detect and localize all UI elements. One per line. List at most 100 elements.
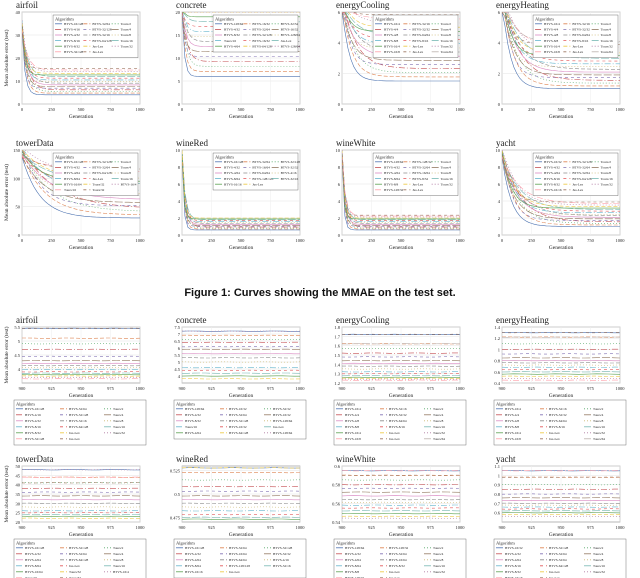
legend-label: Tours/2 xyxy=(601,160,612,164)
series-line xyxy=(182,150,300,227)
x-axis-label: Generation xyxy=(69,393,94,399)
subplot-title: airfoil xyxy=(16,315,38,325)
legend-label: BTVS-4/16 xyxy=(25,413,41,417)
series-line xyxy=(342,156,460,231)
legend-label: BTVS-4/16 xyxy=(281,171,297,175)
legend-label: BTVS-16/4 xyxy=(505,407,521,411)
x-tick-label: 1000 xyxy=(456,238,466,243)
y-tick-label: 0.54 xyxy=(332,520,341,525)
x-tick-label: 900 xyxy=(339,386,347,391)
x-tick-label: 250 xyxy=(368,107,376,112)
legend-label: BTVS-8/64 xyxy=(64,177,80,181)
y-tick-label: 5 xyxy=(18,339,21,344)
legend-label: Tours/32 xyxy=(69,570,81,574)
legend-label: Tours/8 xyxy=(113,419,124,423)
legend-label: Tours/32 xyxy=(69,576,81,578)
series-line xyxy=(502,12,620,73)
legend-label: BTVS-32/128 xyxy=(25,437,45,441)
legend-label: Jus-Lex xyxy=(389,576,400,578)
y-tick-label: 0.525 xyxy=(170,469,181,474)
legend-label: BTVS-128/32 xyxy=(384,188,404,192)
x-tick-label: 925 xyxy=(528,386,536,391)
x-tick-label: 750 xyxy=(427,238,435,243)
legend-title: Algorithm xyxy=(496,402,515,407)
y-tick-label: 0 xyxy=(338,233,341,238)
x-tick-label: 975 xyxy=(587,525,595,530)
y-tick-label: 40 xyxy=(16,483,21,488)
series-line xyxy=(342,150,460,227)
y-axis-label: Mean absolute error (test) xyxy=(3,29,10,86)
legend-label: Tours/16 xyxy=(64,188,76,192)
legend-label: BTVS-32/64 xyxy=(549,558,567,562)
legend-title: Algorithm xyxy=(336,541,355,546)
x-tick-label: 925 xyxy=(208,386,216,391)
subplot-title: energyHeating xyxy=(496,0,549,10)
series-line xyxy=(342,470,460,472)
x-axis-label: Generation xyxy=(229,393,254,399)
legend-label: BTVS-16/32 xyxy=(281,28,299,32)
legend-label: BTVS-4/64 xyxy=(224,171,240,175)
series-line xyxy=(502,12,620,62)
legend-label: BTVS-16/16 xyxy=(185,570,203,574)
legend-label: BTVS-8/64 xyxy=(345,564,361,568)
legend-label: Tours/2 xyxy=(121,22,132,26)
x-axis-label: Generation xyxy=(389,532,414,538)
legend-label: BTVS-4/4 xyxy=(345,413,359,417)
series-line xyxy=(342,12,460,65)
legend-label: BTVS-32/64 xyxy=(69,407,87,411)
legend-label: BTVS-64/64 xyxy=(252,171,270,175)
legend-label: Tours/16 xyxy=(25,576,37,578)
series-line xyxy=(342,12,460,61)
x-tick-label: 250 xyxy=(48,238,56,243)
y-tick-label: 5.5 xyxy=(174,353,180,358)
legend-label: Tours/8 xyxy=(593,419,604,423)
legend-label: Jus-Lex xyxy=(549,576,560,578)
subplot-wineWhite: wineWhite 0.54 0.56 0.58 0.6 900 925 950 975 1000… xyxy=(332,454,467,578)
y-tick-label: 2 xyxy=(498,71,500,76)
y-tick-label: 0.56 xyxy=(332,501,341,506)
legend-label: BTVS-16/32 xyxy=(544,160,562,164)
legend-label: BTVS-16/128 xyxy=(25,546,45,550)
legend-label: BTVS-4/32 xyxy=(64,33,80,37)
legend-label: Tours/4 xyxy=(121,166,132,170)
y-tick-label: 20 xyxy=(16,56,21,61)
legend-label: Tours/2 xyxy=(113,407,124,411)
legend-title: Algorithm xyxy=(375,155,394,160)
y-tick-label: 4 xyxy=(18,367,21,372)
legend-label: Jus-Lex xyxy=(69,431,80,435)
legend-label: BTVS-16/64 xyxy=(229,552,247,556)
series-line xyxy=(342,156,460,217)
legend-label: BTVS-32/64 xyxy=(92,22,110,26)
legend-label: BTVS-4/32 xyxy=(224,28,240,32)
x-tick-label: 1000 xyxy=(616,525,626,530)
series-line xyxy=(182,150,300,219)
y-tick-label: 4 xyxy=(178,199,181,204)
x-tick-label: 1000 xyxy=(616,107,626,112)
subplot-title: energyHeating xyxy=(496,315,549,325)
legend-title: Algorithm xyxy=(535,155,554,160)
legend-label: BTVS-64/128 xyxy=(69,558,89,562)
legend-title: Algorithm xyxy=(496,541,515,546)
legend-label: BTVS-32/128 xyxy=(572,160,592,164)
series-line xyxy=(182,150,300,222)
legend-label: Tours/2 xyxy=(441,160,452,164)
legend-label: Tours/8 xyxy=(121,33,132,37)
legend-label: BTVS-32/64 xyxy=(549,552,567,556)
legend-label: BTVS-4/32 xyxy=(505,552,521,556)
legend-label: BTVS-32/16 xyxy=(389,407,407,411)
legend-label: Tours/16 xyxy=(601,39,613,43)
series-line xyxy=(342,495,460,497)
legend-label: Tours/4 xyxy=(433,552,444,556)
legend-label: Tours/8 xyxy=(121,171,132,175)
series-line xyxy=(22,27,140,86)
x-tick-label: 1000 xyxy=(296,107,306,112)
x-axis-label: Generation xyxy=(549,114,574,120)
x-tick-label: 925 xyxy=(368,386,376,391)
legend-label: Tours/8 xyxy=(433,558,444,562)
y-tick-label: 2 xyxy=(338,216,340,221)
legend-label: Tours/32 xyxy=(433,570,445,574)
legend-label: Tours/2 xyxy=(121,160,132,164)
legend-label: Tours/4 xyxy=(441,28,452,32)
subplot-title: energyCooling xyxy=(336,315,390,325)
legend-label: BTVS-4/64 xyxy=(345,558,361,562)
